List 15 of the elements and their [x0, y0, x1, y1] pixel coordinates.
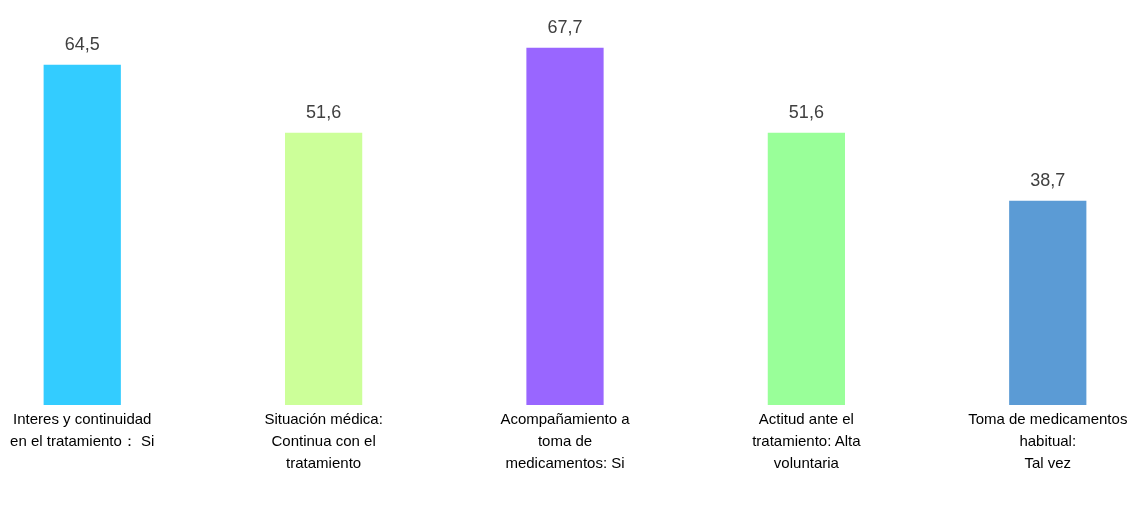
- data-label: 51,6: [788, 101, 824, 122]
- x-tick-label: Toma de medicamentos habitual: Tal vez: [968, 409, 1128, 471]
- bar: [1009, 200, 1087, 405]
- bar: [43, 64, 121, 405]
- bar: [526, 47, 604, 405]
- x-tick-label: Acompañamiento a toma de medicamentos: Si: [500, 409, 631, 471]
- bar: [767, 132, 845, 405]
- data-label: 67,7: [547, 16, 583, 37]
- x-tick-label: Actitud ante el tratamiento: Alta voluntaria: [752, 409, 862, 471]
- x-tick-label: Interes y continuidad en el tratamiento： Si: [10, 409, 155, 449]
- data-label: 64,5: [64, 33, 100, 54]
- bar: [285, 132, 363, 405]
- data-label: 38,7: [1030, 169, 1066, 190]
- x-tick-label: Situación médica: Continua con el tratamiento: [264, 409, 383, 471]
- data-label: 51,6: [306, 101, 342, 122]
